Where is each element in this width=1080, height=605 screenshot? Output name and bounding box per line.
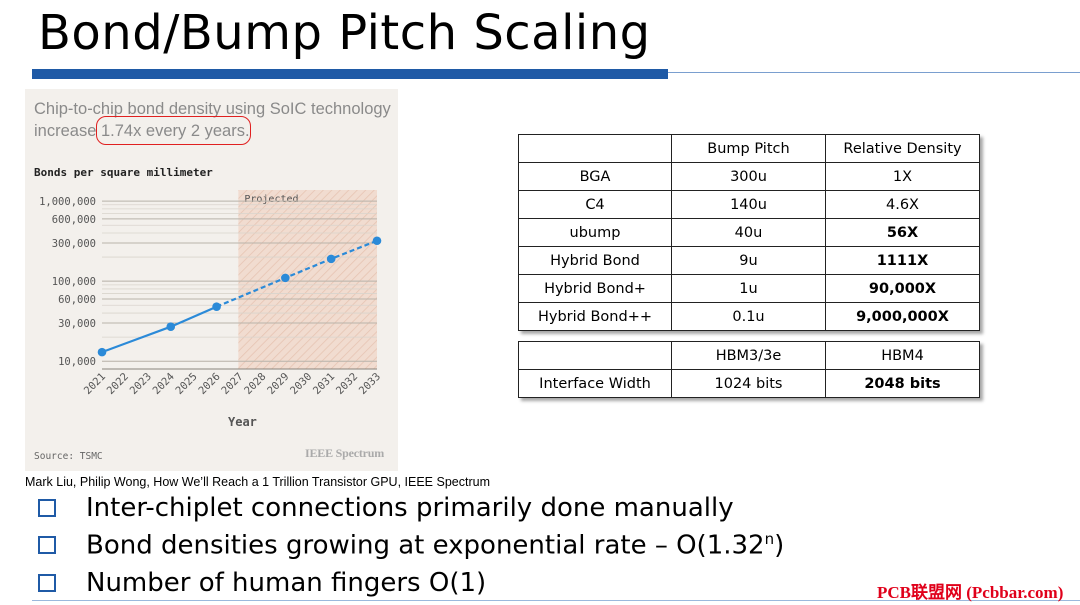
- bullet-text-tail: ): [774, 530, 785, 561]
- table-cell: 90,000X: [825, 274, 980, 303]
- table-cell: ubump: [518, 218, 672, 247]
- bullet-text-main: Bond densities growing at exponential ra…: [86, 530, 765, 561]
- table-header-row: HBM3/3e HBM4: [518, 341, 980, 370]
- projected-label: Projected: [244, 194, 298, 205]
- table-cell: Hybrid Bond+: [518, 274, 672, 303]
- data-point: [281, 273, 290, 283]
- table-cell: C4: [518, 190, 672, 219]
- bullet-text: Bond densities growing at exponential ra…: [86, 530, 784, 561]
- x-tick-label: 2021: [82, 371, 108, 397]
- x-tick-label: 2023: [128, 371, 154, 397]
- table-row: Hybrid Bond 9u 1111X: [518, 246, 980, 275]
- table-cell: Interface Width: [518, 369, 672, 398]
- data-point: [212, 302, 221, 312]
- table-cell: 9,000,000X: [825, 302, 980, 331]
- table-cell: 1111X: [825, 246, 980, 275]
- table-cell: Hybrid Bond++: [518, 302, 672, 331]
- data-point: [372, 236, 382, 246]
- table-cell: 1u: [671, 274, 826, 303]
- watermark-text: PCB联盟网 (Pcbbar.com): [877, 583, 1064, 602]
- x-tick-label: 2032: [334, 371, 360, 397]
- table-cell: 9u: [671, 246, 826, 275]
- x-tick-label: 2033: [357, 371, 383, 397]
- x-tick-label: 2029: [265, 371, 291, 397]
- table-row: ubump 40u 56X: [518, 218, 980, 247]
- checkbox-square-icon: [38, 536, 56, 555]
- table-cell: Hybrid Bond: [518, 246, 672, 275]
- slide-title: Bond/Bump Pitch Scaling: [38, 5, 651, 61]
- table-cell: 4.6X: [825, 190, 980, 219]
- bullet-item: Bond densities growing at exponential ra…: [38, 527, 784, 565]
- chart-headline: Chip-to-chip bond density using SoIC tec…: [34, 98, 394, 142]
- chart-title: Bonds per square millimeter: [34, 166, 213, 179]
- ieee-spectrum-logo: IEEE Spectrum: [305, 446, 385, 460]
- data-point: [166, 322, 176, 332]
- y-tick-label: 100,000: [52, 276, 96, 288]
- bullet-item: Number of human fingers O(1): [38, 564, 784, 602]
- data-point: [97, 347, 107, 357]
- y-tick-label: 600,000: [52, 214, 96, 226]
- x-tick-label: 2025: [173, 371, 199, 397]
- table-cell: 1024 bits: [671, 369, 826, 398]
- table-header-cell: Relative Density: [825, 134, 980, 163]
- data-point: [326, 254, 336, 264]
- table-row: BGA 300u 1X: [518, 162, 980, 191]
- checkbox-square-icon: [38, 573, 56, 592]
- bump-pitch-table: Bump Pitch Relative Density BGA 300u 1X …: [518, 134, 980, 331]
- y-tick-label: 10,000: [58, 356, 96, 368]
- chart-source: Source: TSMC: [34, 451, 103, 462]
- table-cell: 1X: [825, 162, 980, 191]
- actual-series-line: [101, 305, 218, 354]
- bullet-text: Inter-chiplet connections primarily done…: [86, 492, 734, 523]
- table-row: Hybrid Bond+ 1u 90,000X: [518, 274, 980, 303]
- x-tick-label: 2026: [196, 371, 222, 397]
- title-underline-rule: [668, 72, 1080, 73]
- chart-headline-prefix: Chip-to-chip bond density using SoIC tec…: [34, 100, 391, 140]
- chart-plot: Projected 10,000 30,000 60,000 100,000 300,00…: [39, 190, 383, 397]
- x-tick-label: 2031: [311, 371, 337, 397]
- bullet-text: Number of human fingers O(1): [86, 567, 487, 598]
- table-row: Hybrid Bond++ 0.1u 9,000,000X: [518, 302, 980, 331]
- table-cell: 140u: [671, 190, 826, 219]
- chart-citation: Mark Liu, Philip Wong, How We’ll Reach a…: [25, 475, 490, 489]
- hbm-interface-table: HBM3/3e HBM4 Interface Width 1024 bits 2…: [518, 341, 980, 398]
- x-tick-label: 2022: [105, 371, 131, 397]
- projected-region: [238, 190, 377, 369]
- bullet-item: Inter-chiplet connections primarily done…: [38, 489, 784, 527]
- table-header-cell: HBM4: [825, 341, 980, 370]
- x-tick-label: 2024: [150, 371, 176, 397]
- title-underline-bar: [32, 69, 668, 79]
- table-cell: BGA: [518, 162, 672, 191]
- table-header-row: Bump Pitch Relative Density: [518, 134, 980, 163]
- x-tick-label: 2028: [242, 371, 268, 397]
- table-row: C4 140u 4.6X: [518, 190, 980, 219]
- table-header-cell: Bump Pitch: [671, 134, 826, 163]
- table-row: Interface Width 1024 bits 2048 bits: [518, 369, 980, 398]
- footer-rule: [32, 600, 1080, 601]
- y-tick-label: 1,000,000: [39, 196, 96, 208]
- y-tick-label: 300,000: [52, 238, 96, 250]
- table-cell: 2048 bits: [825, 369, 980, 398]
- table-cell: 40u: [671, 218, 826, 247]
- bullet-list: Inter-chiplet connections primarily done…: [38, 489, 784, 602]
- table-header-cell: [518, 134, 672, 163]
- bullet-superscript: n: [764, 529, 775, 548]
- bond-density-chart: Chip-to-chip bond density using SoIC tec…: [25, 89, 398, 471]
- projected-series-line: [216, 239, 378, 308]
- table-header-cell: HBM3/3e: [671, 341, 826, 370]
- chart-headline-highlight: 1.74x every 2 years: [101, 122, 245, 140]
- checkbox-square-icon: [38, 498, 56, 517]
- y-tick-label: 30,000: [58, 318, 96, 330]
- x-tick-label: 2030: [288, 371, 314, 397]
- table-cell: 56X: [825, 218, 980, 247]
- table-cell: 300u: [671, 162, 826, 191]
- table-cell: 0.1u: [671, 302, 826, 331]
- table-header-cell: [518, 341, 672, 370]
- x-axis-title: Year: [228, 415, 257, 429]
- y-tick-label: 60,000: [58, 294, 96, 306]
- x-tick-label: 2027: [219, 371, 245, 397]
